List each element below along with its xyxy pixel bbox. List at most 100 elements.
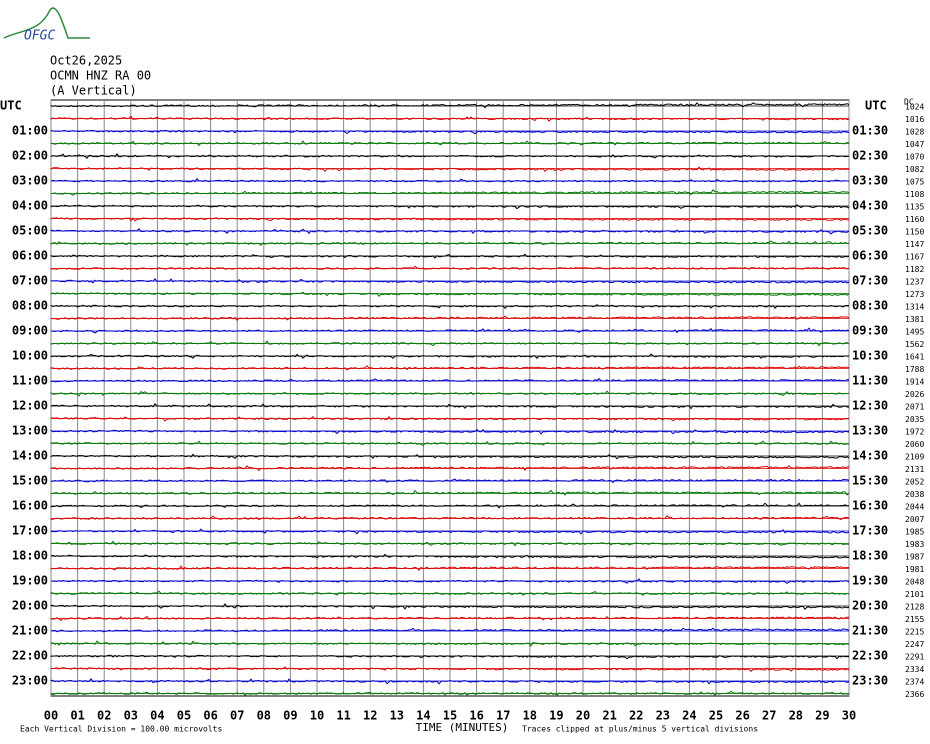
trace [50, 453, 850, 460]
right-value: 2109 [905, 453, 924, 462]
x-label: 01 [70, 709, 84, 723]
trace [50, 166, 850, 173]
trace [50, 515, 850, 521]
trace [50, 528, 850, 535]
x-label: 05 [177, 709, 191, 723]
right-value: 1082 [905, 165, 924, 174]
trace [50, 590, 850, 596]
x-label: 10 [310, 709, 324, 723]
trace [50, 478, 850, 484]
trace [50, 265, 850, 270]
right-label: 10:30 [852, 349, 888, 363]
x-label: 22 [629, 709, 643, 723]
trace [50, 353, 850, 360]
trace [50, 565, 850, 572]
right-label: 02:30 [852, 149, 888, 163]
right-value: 2026 [905, 390, 924, 399]
right-label: 11:30 [852, 374, 888, 388]
right-value: 1641 [905, 353, 924, 362]
left-label: 10:00 [12, 349, 48, 363]
trace [50, 115, 850, 122]
right-value: 1150 [905, 228, 924, 237]
right-value: 2044 [905, 503, 924, 512]
dc-label: DC [904, 98, 914, 107]
trace [50, 578, 850, 585]
trace [50, 553, 850, 559]
right-value: 1914 [905, 378, 924, 387]
left-label: 14:00 [12, 449, 48, 463]
trace [50, 129, 850, 135]
trace [50, 415, 850, 422]
trace [50, 177, 850, 183]
right-label: 20:30 [852, 599, 888, 613]
trace [50, 654, 850, 660]
trace [50, 140, 850, 147]
x-label: 17 [496, 709, 510, 723]
trace [50, 640, 850, 647]
left-label: 04:00 [12, 199, 48, 213]
trace [50, 240, 849, 246]
left-label: 15:00 [12, 474, 48, 488]
trace [50, 464, 850, 472]
right-value: 1381 [905, 315, 924, 324]
date: Oct26,2025 [50, 54, 122, 68]
x-label: 14 [416, 709, 430, 723]
right-value: 1562 [905, 340, 924, 349]
x-label: 23 [656, 709, 670, 723]
left-label: 17:00 [12, 524, 48, 538]
right-label: 17:30 [852, 524, 888, 538]
right-label: 14:30 [852, 449, 888, 463]
trace [50, 277, 850, 284]
right-value: 2048 [905, 578, 924, 587]
x-label: 29 [815, 709, 829, 723]
trace [50, 489, 850, 496]
x-label: 18 [523, 709, 537, 723]
trace [50, 102, 850, 109]
right-label: 21:30 [852, 624, 888, 638]
left-label: 02:00 [12, 149, 48, 163]
trace [50, 666, 850, 673]
x-label: 02 [97, 709, 111, 723]
right-label: 12:30 [852, 399, 888, 413]
trace [50, 390, 850, 397]
scale-note: Each Vertical Division = 100.00 microvol… [20, 725, 222, 734]
right-label: 09:30 [852, 324, 888, 338]
x-label: 20 [576, 709, 590, 723]
right-value: 1108 [905, 190, 924, 199]
x-label: 11 [336, 709, 350, 723]
trace [50, 428, 850, 435]
x-label: 21 [602, 709, 616, 723]
right-value: 2035 [905, 415, 924, 424]
right-value: 1237 [905, 278, 924, 287]
trace [50, 615, 850, 622]
right-value: 1972 [905, 428, 924, 437]
right-label: 15:30 [852, 474, 888, 488]
right-value: 1987 [905, 553, 924, 562]
right-value: 2101 [905, 590, 924, 599]
trace [50, 228, 850, 235]
right-value: 1167 [905, 253, 924, 262]
left-label: 11:00 [12, 374, 48, 388]
right-value: 1495 [905, 328, 924, 337]
right-value: 2374 [905, 678, 924, 687]
right-value: 1024 [905, 103, 924, 112]
right-label: 18:30 [852, 549, 888, 563]
right-label: 23:30 [852, 674, 888, 688]
right-value: 1075 [905, 178, 924, 187]
left-label: 09:00 [12, 324, 48, 338]
x-title: TIME (MINUTES) [416, 721, 509, 734]
right-value: 2291 [905, 653, 924, 662]
left-label: 19:00 [12, 574, 48, 588]
x-label: 08 [257, 709, 271, 723]
trace [50, 153, 850, 160]
right-label: 05:30 [852, 224, 888, 238]
trace [50, 291, 850, 297]
right-value: 1147 [905, 240, 924, 249]
x-label: 15 [443, 709, 457, 723]
right-value: 1016 [905, 115, 924, 124]
trace [50, 327, 850, 334]
right-value: 1314 [905, 303, 924, 312]
x-label: 19 [549, 709, 563, 723]
x-label: 06 [203, 709, 217, 723]
